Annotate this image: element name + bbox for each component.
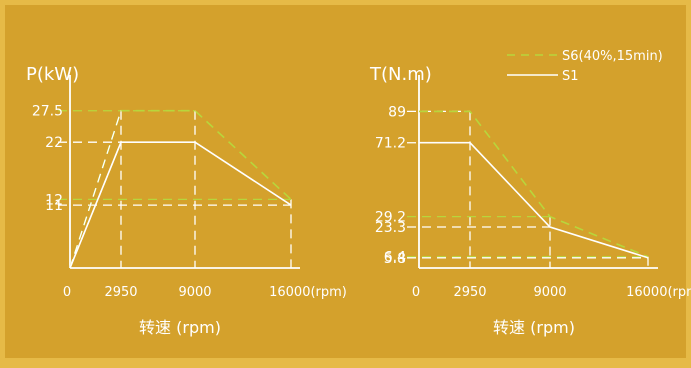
torque-y-tick-label: 6.4 xyxy=(384,250,406,266)
power-y-tick-label: 27.5 xyxy=(32,104,63,120)
power-y-tick-label: 22 xyxy=(45,135,63,151)
torque-y-tick-label: 29.2 xyxy=(375,210,406,226)
legend-s1-label: S1 xyxy=(562,69,579,84)
torque-series-s1-line xyxy=(419,141,649,259)
chart-panel xyxy=(5,5,686,358)
legend-s6-label: S6(40%,15min) xyxy=(562,49,663,64)
power-x-tick-label: 2950 xyxy=(104,285,137,300)
legend: S6(40%,15min) S1 xyxy=(507,49,663,84)
torque-x-tick-label: 9000 xyxy=(533,285,566,300)
power-ylabel: P(kW) xyxy=(26,64,79,85)
torque-x-tick-label: 2950 xyxy=(453,285,486,300)
torque-x-tick-label: 0 xyxy=(412,285,420,300)
torque-ylabel: T(N.m) xyxy=(369,64,432,85)
power-y-tick-label: 11 xyxy=(45,198,63,214)
torque-xlabel: 转速 (rpm) xyxy=(493,318,575,337)
power-ramp-s1 xyxy=(69,141,122,269)
torque-y-tick-label: 71.2 xyxy=(375,136,406,152)
power-y-tick-label: 12 xyxy=(45,192,63,208)
power-x-tick-label: 0 xyxy=(63,285,71,300)
torque-y-tick-label: 23.3 xyxy=(375,220,406,236)
power-x-tick-label: 9000 xyxy=(178,285,211,300)
power-xlabel: 转速 (rpm) xyxy=(139,318,221,337)
torque-y-tick-label: 89 xyxy=(388,104,406,120)
torque-y-tick-label: 5.8 xyxy=(384,251,406,267)
power-x-tick-label: 16000(rpm) xyxy=(269,285,347,300)
power-ramp-s6 xyxy=(69,110,122,269)
torque-x-tick-label: 16000(rpm) xyxy=(626,285,691,300)
torque-chart: T(N.m) 转速 (rpm) 89 71.2 29.223.3 6.45.8 0 295… xyxy=(369,64,691,337)
